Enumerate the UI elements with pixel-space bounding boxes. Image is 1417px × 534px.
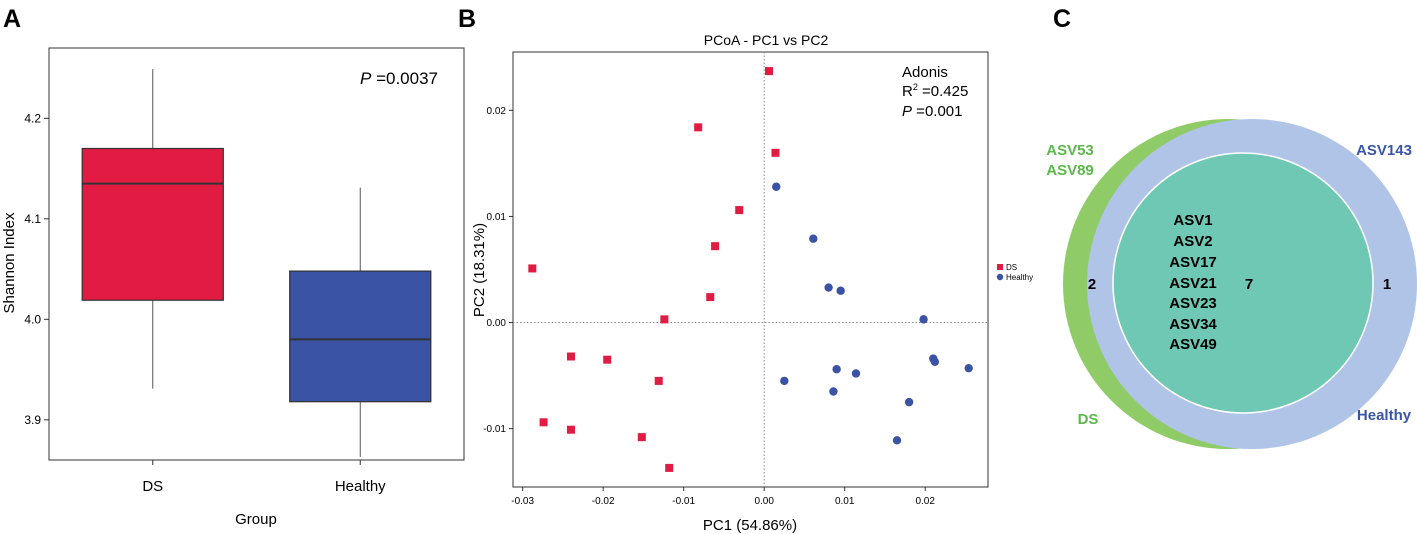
panel-b-stats-title: Adonis bbox=[902, 64, 948, 81]
y-tick-label: 4.2 bbox=[24, 111, 41, 125]
legend-ds-marker bbox=[997, 264, 1003, 270]
venn-shared-label: ASV49 bbox=[1169, 336, 1217, 353]
panel-a-frame bbox=[48, 47, 465, 461]
x-tick-label: -0.01 bbox=[672, 496, 695, 507]
point-ds bbox=[706, 293, 715, 302]
panel-c-letter: C bbox=[1053, 5, 1071, 33]
legend-healthy-marker bbox=[996, 273, 1004, 281]
venn-diagram bbox=[1063, 119, 1417, 449]
point-ds bbox=[637, 433, 646, 442]
venn-ds-only-count: 2 bbox=[1088, 276, 1096, 293]
panel-b-frame bbox=[512, 51, 989, 488]
x-tick-label: DS bbox=[142, 478, 163, 495]
panel-b-x-label: PC1 (54.86%) bbox=[703, 517, 797, 534]
y-tick-label: 3.9 bbox=[24, 413, 41, 427]
point-healthy bbox=[930, 357, 940, 367]
x-tick-label: 0.00 bbox=[754, 496, 774, 507]
point-healthy bbox=[836, 286, 845, 295]
point-healthy bbox=[772, 182, 781, 191]
point-healthy bbox=[851, 369, 861, 378]
point-ds bbox=[660, 315, 669, 324]
legend-ds-label: DS bbox=[1006, 263, 1017, 272]
panel-a-x-label: Group bbox=[235, 511, 277, 528]
point-ds bbox=[539, 418, 548, 427]
panel-b-x-ticks: -0.03 -0.02 -0.01 0.00 0.01 0.02 bbox=[511, 487, 935, 507]
point-ds bbox=[603, 355, 612, 364]
venn-shared-labels: ASV1 ASV2 ASV17 ASV21 ASV23 ASV34 ASV49 bbox=[1169, 212, 1217, 353]
x-tick-label: -0.02 bbox=[592, 496, 615, 507]
y-tick-label: 0.01 bbox=[487, 212, 507, 223]
venn-ds-unique-label: ASV53 bbox=[1046, 142, 1094, 159]
venn-healthy-unique-label: ASV143 bbox=[1356, 142, 1412, 159]
panel-a-x-ticks: DS Healthy bbox=[142, 460, 386, 495]
point-healthy bbox=[964, 363, 973, 373]
point-healthy bbox=[824, 283, 833, 292]
panel-b-title: PCoA - PC1 vs PC2 bbox=[704, 32, 829, 48]
panel-b-r2: R2 =0.425 bbox=[902, 82, 968, 100]
panel-c: C ASV53 ASV89 ASV143 ASV1 ASV2 ASV17 ASV… bbox=[1046, 5, 1417, 449]
point-healthy bbox=[919, 315, 928, 324]
panel-b-y-label: PC2 (18.31%) bbox=[471, 223, 488, 317]
point-ds bbox=[566, 425, 575, 434]
panel-a-pvalue: P =0.0037 bbox=[360, 69, 438, 88]
point-ds bbox=[711, 242, 720, 251]
point-healthy bbox=[904, 397, 914, 407]
venn-shared-count: 7 bbox=[1245, 276, 1253, 293]
point-healthy bbox=[892, 436, 902, 445]
point-ds bbox=[694, 123, 703, 132]
panel-a-y-label: Shannon Index bbox=[1, 212, 18, 313]
point-healthy bbox=[832, 365, 841, 374]
panel-a-letter: A bbox=[3, 5, 21, 33]
point-healthy bbox=[829, 387, 838, 396]
panel-b-legend: DS Healthy bbox=[996, 263, 1033, 282]
point-ds bbox=[654, 376, 663, 385]
x-tick-label: Healthy bbox=[335, 478, 386, 495]
x-tick-label: 0.02 bbox=[915, 496, 935, 507]
y-tick-label: 4.1 bbox=[24, 212, 41, 226]
x-tick-label: 0.01 bbox=[835, 496, 855, 507]
panel-b: B PCoA - PC1 vs PC2 -0.03 -0.02 -0.01 0.00 0… bbox=[458, 5, 1033, 534]
venn-shared-label: ASV17 bbox=[1169, 254, 1217, 271]
venn-shared-label: ASV34 bbox=[1169, 316, 1217, 333]
point-ds bbox=[665, 463, 674, 472]
y-tick-label: -0.01 bbox=[483, 424, 506, 435]
panel-a: A P =0.0037 3.9 4.0 4.1 4.2 DS Healthy Group… bbox=[1, 5, 465, 528]
point-ds bbox=[566, 352, 575, 361]
venn-ds-set-label: DS bbox=[1078, 411, 1099, 428]
point-ds bbox=[765, 67, 774, 76]
venn-ds-unique-label: ASV89 bbox=[1046, 162, 1094, 179]
y-tick-label: 0.02 bbox=[487, 106, 507, 117]
panel-b-pvalue: P =0.001 bbox=[902, 103, 962, 120]
point-healthy bbox=[809, 234, 818, 243]
venn-shared-label: ASV21 bbox=[1169, 275, 1217, 292]
panel-b-letter: B bbox=[458, 5, 476, 33]
point-ds bbox=[528, 264, 537, 273]
panel-b-points bbox=[528, 67, 973, 472]
y-tick-label: 0.00 bbox=[487, 318, 507, 329]
panel-a-boxes bbox=[81, 69, 432, 457]
y-tick-label: 4.0 bbox=[24, 312, 41, 326]
box-healthy bbox=[289, 270, 432, 403]
venn-healthy-set-label: Healthy bbox=[1357, 407, 1412, 424]
point-ds bbox=[771, 148, 780, 157]
venn-shared-label: ASV2 bbox=[1173, 233, 1212, 250]
box-ds bbox=[81, 147, 224, 301]
venn-overlap-region bbox=[1112, 152, 1374, 414]
venn-shared-label: ASV1 bbox=[1173, 212, 1212, 229]
panel-b-reference-lines bbox=[513, 52, 988, 487]
legend-healthy-label: Healthy bbox=[1006, 273, 1033, 282]
venn-healthy-only-count: 1 bbox=[1383, 276, 1391, 293]
point-healthy bbox=[780, 376, 789, 386]
panel-a-y-ticks: 3.9 4.0 4.1 4.2 bbox=[24, 111, 49, 427]
venn-ds-unique-labels: ASV53 ASV89 bbox=[1046, 142, 1094, 179]
x-tick-label: -0.03 bbox=[511, 496, 534, 507]
point-ds bbox=[735, 206, 744, 215]
venn-shared-label: ASV23 bbox=[1169, 295, 1217, 312]
panel-b-y-ticks: -0.01 0.00 0.01 0.02 bbox=[483, 106, 513, 435]
